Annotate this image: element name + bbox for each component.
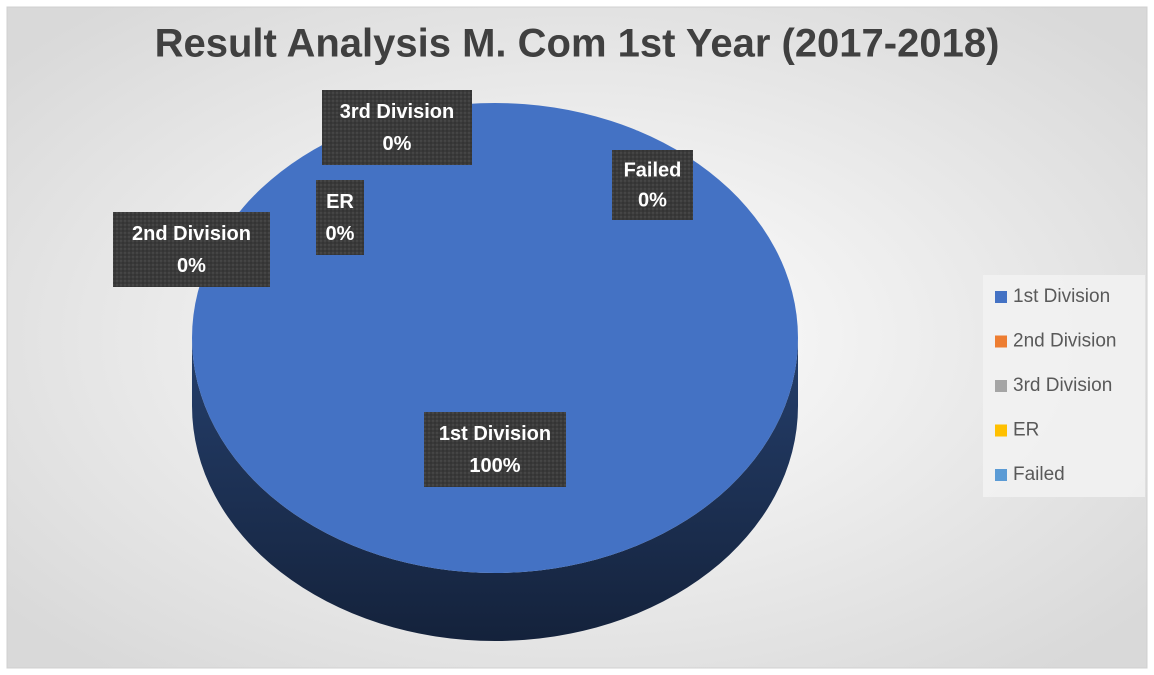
legend-swatch — [995, 380, 1007, 392]
data-label-category: 1st Division — [439, 423, 551, 445]
data-label-box — [424, 412, 566, 487]
data-label-box — [316, 180, 364, 255]
data-label-category: ER — [326, 191, 354, 213]
legend-swatch — [995, 291, 1007, 303]
legend — [983, 275, 1145, 497]
pie-slice-side — [192, 338, 798, 641]
data-label-value: 100% — [469, 455, 520, 477]
data-label-value: 0% — [383, 133, 412, 155]
data-label-value: 0% — [326, 223, 355, 245]
legend-label: 1st Division — [1013, 286, 1110, 307]
data-label-category: 3rd Division — [340, 101, 454, 123]
legend-swatch — [995, 469, 1007, 481]
data-label-category: Failed — [624, 159, 682, 181]
data-label-category: 2nd Division — [132, 223, 251, 245]
legend-swatch — [995, 335, 1007, 348]
legend-label: 2nd Division — [1013, 331, 1117, 352]
chart-title: Result Analysis M. Com 1st Year (2017-20… — [155, 22, 1000, 66]
data-label-box — [322, 90, 472, 165]
legend-label: 3rd Division — [1013, 375, 1112, 396]
data-label-box — [113, 212, 270, 287]
legend-swatch — [995, 424, 1007, 437]
legend-label: Failed — [1013, 464, 1065, 485]
data-label-value: 0% — [177, 255, 206, 277]
data-label-box — [612, 150, 693, 220]
data-label-value: 0% — [638, 189, 667, 211]
legend-label: ER — [1013, 420, 1039, 441]
